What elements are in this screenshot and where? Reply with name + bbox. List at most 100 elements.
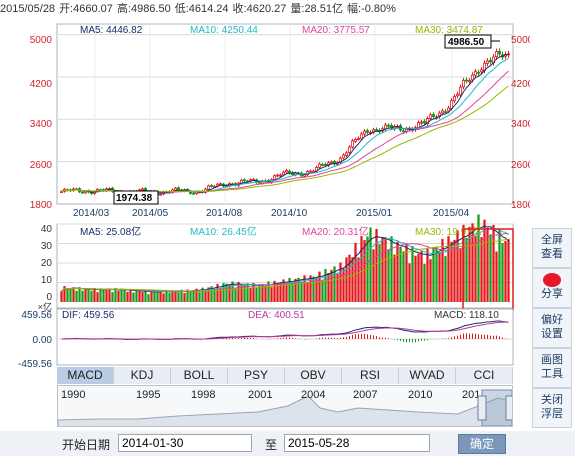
candle-body bbox=[479, 69, 484, 73]
volume-bar bbox=[375, 228, 378, 302]
volume-bar bbox=[240, 285, 243, 302]
macd-panel[interactable] bbox=[56, 308, 514, 366]
tab-wvad[interactable]: WVAD bbox=[399, 367, 456, 384]
price-tick: 4200 bbox=[30, 79, 53, 90]
volume-bar bbox=[246, 283, 249, 302]
volume-bar bbox=[276, 282, 279, 302]
volume-bar bbox=[426, 248, 429, 302]
candle-body bbox=[353, 138, 358, 142]
timeline-left-handle[interactable] bbox=[477, 395, 487, 421]
volume-bar bbox=[129, 289, 132, 302]
volume-bars[interactable] bbox=[60, 214, 510, 302]
volume-bar bbox=[168, 292, 171, 302]
volume-value: 28.51亿 bbox=[304, 3, 343, 15]
volume-bar bbox=[501, 242, 504, 302]
timeline-year: 2010 bbox=[408, 389, 432, 401]
volume-bar bbox=[111, 292, 114, 302]
volume-bar bbox=[309, 275, 312, 302]
tab-boll[interactable]: BOLL bbox=[171, 367, 228, 384]
start-date-label: 开始日期 bbox=[62, 438, 111, 452]
volume-bar bbox=[420, 251, 423, 302]
dif-label: DIF: 459.56 bbox=[62, 310, 115, 321]
volume-bar bbox=[105, 289, 108, 302]
change-label: 幅: bbox=[346, 3, 362, 15]
chart-area[interactable]: MA5: 4446.82 MA10: 4250.44 MA20: 3775.57… bbox=[0, 0, 530, 367]
timeline-year: 2004 bbox=[301, 389, 325, 401]
volume-bar bbox=[342, 268, 345, 302]
confirm-button[interactable]: 确定 bbox=[458, 434, 506, 454]
close-float-button[interactable]: 关闭 浮层 bbox=[532, 388, 572, 428]
volume-bar bbox=[144, 290, 147, 302]
volume-bar bbox=[288, 277, 291, 302]
volume-bar bbox=[366, 236, 369, 302]
macd-tick: -459.56 bbox=[18, 359, 52, 367]
candle-body bbox=[467, 80, 472, 82]
timeline-svg[interactable]: 1990 1995 1998 2001 2004 2007 2010 201 bbox=[58, 386, 513, 427]
volume-bar bbox=[483, 219, 486, 302]
volume-bar bbox=[474, 235, 477, 302]
fullscreen-line1: 全屏 bbox=[541, 234, 563, 246]
vol-tick: 40 bbox=[41, 224, 53, 235]
candle-body bbox=[173, 187, 178, 191]
candle-body bbox=[476, 71, 481, 74]
vol-tick: 30 bbox=[41, 241, 53, 252]
candle-body bbox=[191, 192, 196, 195]
candle-body bbox=[419, 121, 424, 124]
volume-bar bbox=[138, 291, 141, 302]
price-tick: 2600 bbox=[511, 160, 530, 171]
start-date-input[interactable] bbox=[118, 434, 252, 452]
volume-bar bbox=[252, 282, 255, 302]
macd-tick: 0.00 bbox=[33, 335, 53, 346]
timeline-year: 201 bbox=[462, 389, 480, 401]
vol-ma30-label: MA30: 19.97亿 bbox=[415, 225, 482, 238]
candle-body bbox=[242, 179, 247, 182]
tab-obv[interactable]: OBV bbox=[285, 367, 342, 384]
share-button[interactable]: 分享 bbox=[532, 268, 572, 308]
candle-body bbox=[428, 114, 433, 119]
volume-yaxis: 40 30 20 10 0 ×亿 bbox=[38, 224, 53, 312]
volume-bar bbox=[312, 276, 315, 302]
volume-bar bbox=[327, 273, 330, 302]
volume-bar bbox=[324, 269, 327, 302]
fullscreen-button[interactable]: 全屏 查看 bbox=[532, 228, 572, 268]
volume-bar bbox=[498, 229, 501, 302]
tab-kdj[interactable]: KDJ bbox=[114, 367, 171, 384]
volume-bar bbox=[81, 290, 84, 302]
prefs-button[interactable]: 偏好 设置 bbox=[532, 308, 572, 348]
volume-bar bbox=[489, 234, 492, 302]
candle-body bbox=[83, 190, 88, 194]
volume-bar bbox=[114, 288, 117, 302]
tab-macd[interactable]: MACD bbox=[57, 367, 114, 384]
volume-bar bbox=[369, 227, 372, 302]
candle-body bbox=[374, 129, 379, 131]
volume-bar bbox=[126, 291, 129, 302]
high-value: 4986.50 bbox=[130, 3, 171, 15]
timeline-navigator[interactable]: 1990 1995 1998 2001 2004 2007 2010 201 bbox=[57, 385, 513, 427]
price-tick: 2600 bbox=[30, 160, 53, 171]
timeline-right-handle[interactable] bbox=[505, 395, 513, 421]
price-yaxis-right: 5000 4200 3400 2600 1800 bbox=[511, 35, 530, 211]
volume-bar bbox=[141, 291, 144, 302]
volume-bar bbox=[255, 287, 258, 302]
volume-bar bbox=[435, 247, 438, 302]
tools-line2: 工具 bbox=[541, 368, 563, 380]
volume-bar bbox=[267, 281, 270, 302]
prefs-line2: 设置 bbox=[541, 328, 563, 340]
draw-tools-button[interactable]: 画图 工具 bbox=[532, 348, 572, 388]
tab-rsi[interactable]: RSI bbox=[342, 367, 399, 384]
price-tick: 3400 bbox=[511, 119, 530, 130]
volume-bar bbox=[159, 290, 162, 302]
tab-psy[interactable]: PSY bbox=[228, 367, 285, 384]
vol-ma5-label: MA5: 25.08亿 bbox=[80, 225, 141, 238]
volume-bar bbox=[201, 287, 204, 302]
x-tick: 2014/08 bbox=[206, 208, 243, 219]
end-date-input[interactable] bbox=[284, 434, 430, 452]
macd-tick: 459.56 bbox=[21, 310, 52, 321]
candle-body bbox=[452, 96, 457, 102]
candle-body bbox=[404, 128, 409, 132]
volume-bar bbox=[423, 263, 426, 302]
volume-bar bbox=[69, 288, 72, 302]
fullscreen-line2: 查看 bbox=[541, 248, 563, 260]
tab-cci[interactable]: CCI bbox=[456, 367, 513, 384]
volume-bar bbox=[465, 237, 468, 302]
